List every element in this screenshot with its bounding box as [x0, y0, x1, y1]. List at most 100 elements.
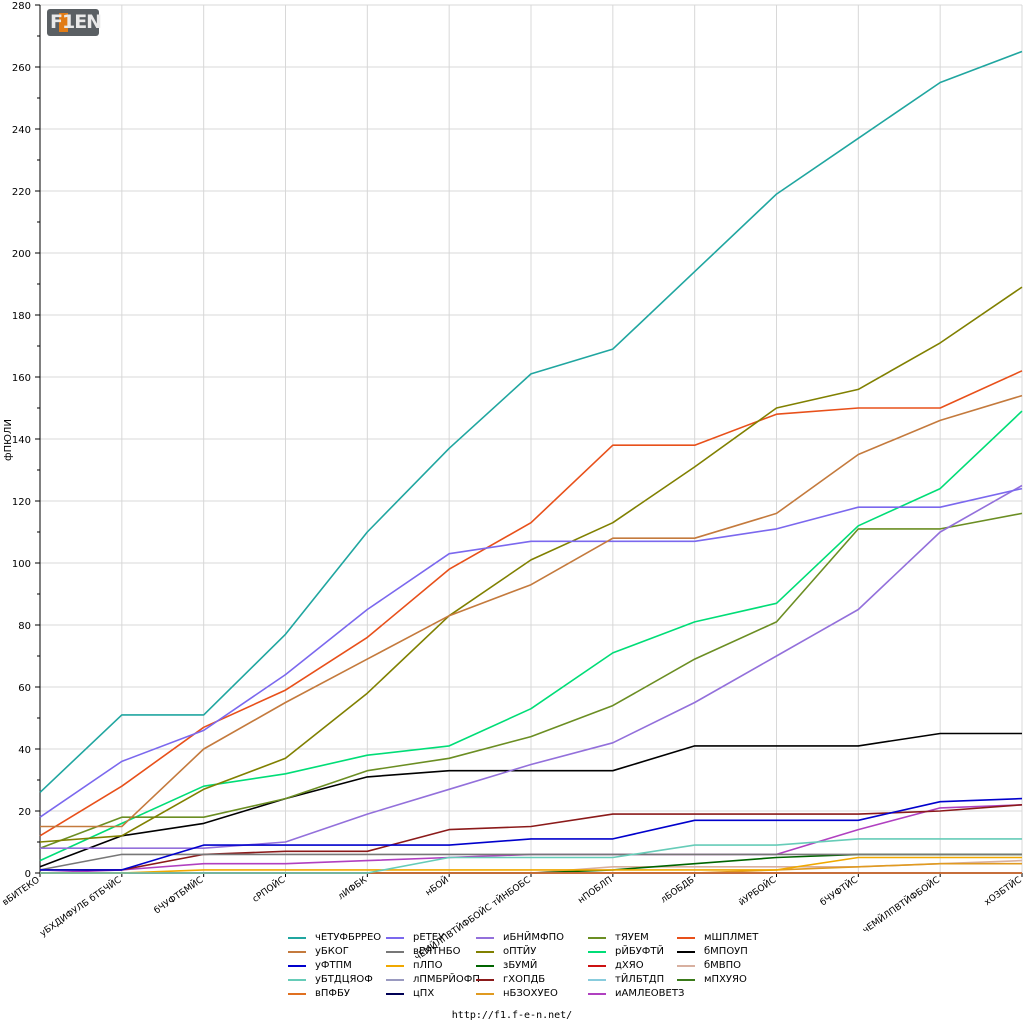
- x-tick-label: бЧУФТБМЙС: [151, 874, 205, 917]
- legend-label: тЙЛБТДП: [615, 974, 665, 985]
- y-tick-label: 240: [12, 125, 31, 136]
- y-tick-label: 0: [25, 869, 31, 880]
- legend-swatch: [588, 979, 606, 981]
- x-tick-label: бЧУФТЙС: [818, 874, 860, 909]
- x-tick-label: лБОБДБ: [659, 875, 696, 905]
- legend-label: зБУМЙ: [503, 960, 538, 971]
- legend-label: мШПЛМЕТ: [704, 932, 759, 943]
- legend-swatch: [677, 965, 695, 967]
- y-tick-label: 280: [12, 1, 31, 12]
- x-tick-label: хОЗБТЙС: [982, 874, 1024, 908]
- legend-swatch: [588, 993, 606, 995]
- legend-label: бМПОУП: [704, 946, 748, 957]
- series-line: [39, 370, 1023, 837]
- legend-label: гХОПДБ: [503, 974, 546, 985]
- series-line: [40, 394, 1023, 828]
- tick-labels: 0 20 40 60 80 100 120 140 160 180 200 220 240 260 280 в…: [1, 1, 1024, 963]
- series-line: [39, 286, 1023, 843]
- y-axis-label: фПЮЛИ: [3, 419, 14, 461]
- legend-label: мПХУЯО: [704, 974, 747, 985]
- legend-swatch: [386, 937, 404, 939]
- legend-label: пЛПО: [413, 960, 443, 971]
- logo-accent: [59, 13, 68, 32]
- y-tick-label: 200: [12, 249, 31, 260]
- grid: [40, 4, 1023, 873]
- legend-swatch: [677, 979, 695, 981]
- legend-swatch: [588, 951, 606, 953]
- series-line: [39, 410, 1023, 862]
- legend-swatch: [476, 993, 494, 995]
- x-tick-label: уБХДИФУЛБ бТБЧЙС: [37, 874, 123, 939]
- series-line: [39, 512, 1023, 849]
- y-tick-label: 60: [18, 683, 31, 694]
- series-line: [39, 732, 1022, 868]
- legend-swatch: [476, 965, 494, 967]
- legend-swatch: [588, 937, 606, 939]
- logo-box: [47, 9, 99, 36]
- logo-text: F1EN: [50, 11, 102, 33]
- x-tick-label: вБИТЕКО: [1, 875, 42, 908]
- legend-swatch: [386, 951, 404, 953]
- series-line: [39, 853, 1022, 871]
- x-tick-label: нБОЙ: [423, 874, 451, 899]
- x-tick-label: сРПОЙС: [250, 874, 287, 905]
- legend-swatch: [476, 979, 494, 981]
- series-line: [40, 484, 1023, 850]
- axes: [35, 4, 1023, 877]
- legend-label: лПМБРЙОФП: [413, 974, 480, 985]
- legend-swatch: [677, 937, 695, 939]
- legend-swatch: [288, 993, 306, 995]
- x-tick-label: лИФБК: [336, 875, 369, 902]
- y-tick-label: 160: [12, 373, 31, 384]
- legend-label: уФТПМ: [315, 960, 352, 971]
- series-line: [40, 797, 1023, 871]
- legend-swatch: [288, 979, 306, 981]
- y-tick-label: 100: [12, 559, 31, 570]
- site-url: http://f1.f-e-n.net/: [451, 1010, 573, 1021]
- series-lines: [39, 50, 1023, 874]
- legend-label: рЙБУФТЙ: [615, 946, 664, 957]
- legend-swatch: [476, 951, 494, 953]
- y-tick-label: 120: [12, 497, 31, 508]
- series-line: [40, 856, 1022, 874]
- legend-swatch: [288, 937, 306, 939]
- legend-label: вПФБУ: [315, 988, 350, 999]
- y-tick-label: 180: [12, 311, 31, 322]
- legend-swatch: [386, 979, 404, 981]
- legend-swatch: [677, 951, 695, 953]
- x-tick-label: йУРБОЙС: [736, 874, 778, 909]
- y-tick-label: 40: [18, 745, 31, 756]
- series-line: [39, 487, 1023, 818]
- legend-label: иБНЙМФПО: [503, 932, 564, 943]
- series-line: [39, 50, 1023, 793]
- logo: F1EN: [47, 9, 102, 36]
- legend-swatch: [288, 951, 306, 953]
- y-tick-label: 20: [18, 807, 31, 818]
- legend-label: рЕТЕУ: [413, 932, 445, 943]
- legend-swatch: [476, 937, 494, 939]
- legend-label: чЕТУФБРРЕО: [315, 932, 382, 943]
- legend: чЕТУФБРРЕО уБКОГ уФТПМ уБТДЦЯОФ вПФБУ рЕТЕУ вЕ…: [288, 931, 808, 1003]
- series-line: [40, 838, 1022, 874]
- legend-label: нБЗОХУЕО: [503, 988, 558, 999]
- legend-label: уБТДЦЯОФ: [315, 974, 373, 985]
- legend-label: иАМЛЕОВЕТЗ: [615, 988, 685, 999]
- legend-label: уБКОГ: [315, 946, 349, 957]
- y-tick-label: 220: [12, 187, 31, 198]
- legend-label: оПТЙУ: [503, 946, 537, 957]
- legend-label: тЯУЕМ: [615, 932, 649, 943]
- y-tick-label: 80: [18, 621, 31, 632]
- y-tick-label: 140: [12, 435, 31, 446]
- legend-swatch: [288, 965, 306, 967]
- x-tick-label: чЕМЙЛПВТЙФБОЙС: [860, 874, 942, 936]
- x-tick-label: нПОБЛП: [577, 875, 615, 906]
- legend-label: бМВПО: [704, 960, 742, 971]
- legend-label: дХЯО: [615, 960, 644, 971]
- legend-label: вЕЯТНБО: [413, 946, 461, 957]
- legend-swatch: [588, 965, 606, 967]
- legend-swatch: [386, 993, 404, 995]
- y-tick-label: 260: [12, 63, 31, 74]
- legend-swatch: [386, 965, 404, 967]
- legend-label: цПХ: [413, 988, 435, 999]
